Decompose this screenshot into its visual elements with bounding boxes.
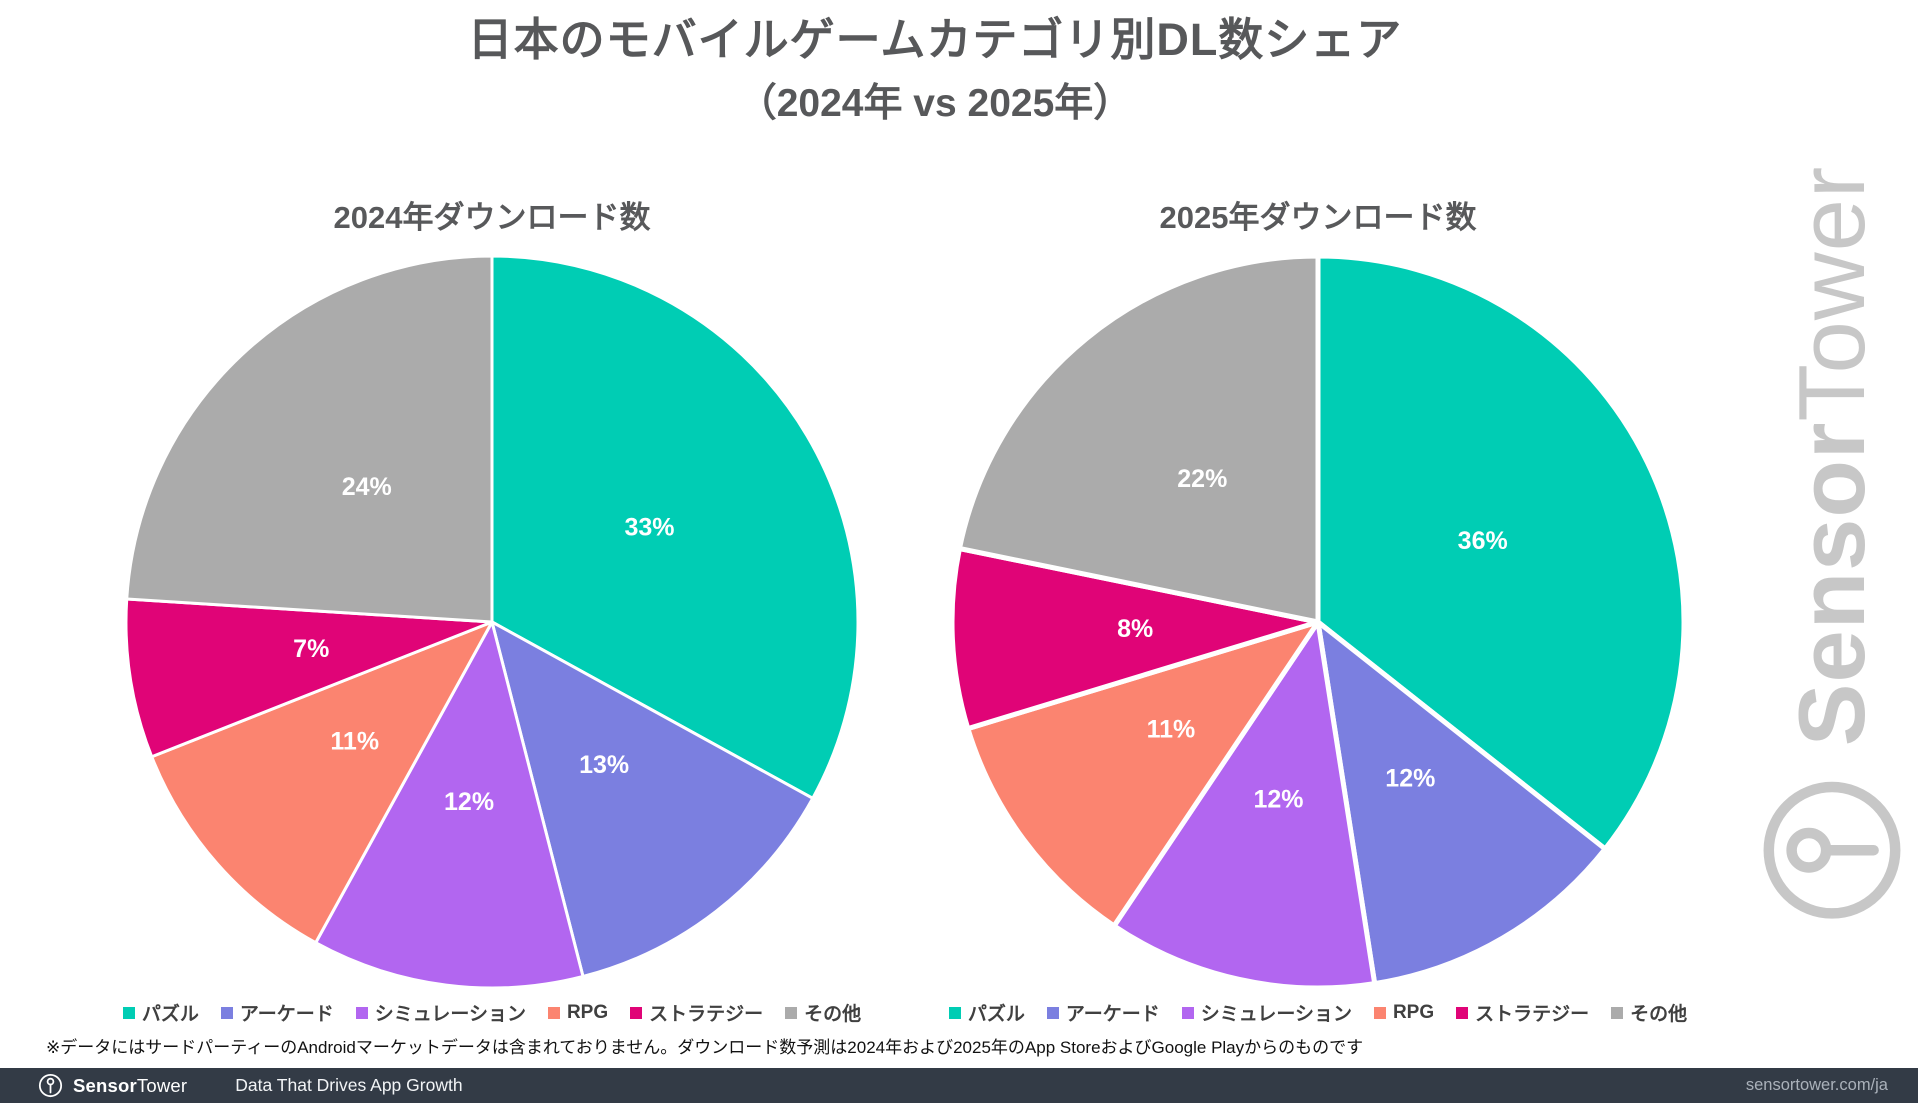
pie-slice-その他 [125, 254, 494, 624]
pie-slice-label: 13% [579, 751, 629, 779]
legend-item-シミュレーション: シミュレーション [1181, 999, 1352, 1026]
legend-label: その他 [1630, 1004, 1688, 1025]
footer-bar: SensorTower Data That Drives App Growth … [0, 1068, 1918, 1103]
page-title-line1: 日本のモバイルゲームカテゴリ別DL数シェア [467, 14, 1403, 65]
pie-slice-パズル [1315, 253, 1687, 852]
legend-item-パズル: パズル [122, 999, 199, 1026]
page-title-line2: （2024年 vs 2025年） [737, 82, 1133, 126]
pie-chart-2025: 2025年ダウンロード数 36% 12% 12% 11% 8% 22% パズル アーケード シ… [938, 192, 1698, 1026]
pie-slice-シミュレーション [1111, 619, 1378, 991]
legend-label: シミュレーション [1200, 1004, 1352, 1025]
pie-slice-label: 12% [1385, 765, 1435, 793]
legend-marker [220, 1006, 233, 1019]
pie-slice-アーケード [1315, 619, 1608, 987]
page-title: 日本のモバイルゲームカテゴリ別DL数シェア （2024年 vs 2025年） [0, 12, 1870, 128]
pie-slice-アーケード [490, 620, 815, 979]
legend-item-RPG: RPG [547, 1001, 609, 1024]
pie-slice-RPG [965, 619, 1321, 929]
legend-label: RPG [1392, 1001, 1435, 1023]
pie-slice-パズル [490, 254, 860, 800]
legend-marker [547, 1006, 560, 1019]
pie-slice-label: 12% [444, 788, 494, 816]
pie-slice-ストラテジー [124, 597, 494, 759]
legend-marker [122, 1006, 135, 1019]
legend-item-アーケード: アーケード [220, 999, 334, 1026]
pie-slice-シミュレーション [314, 620, 585, 990]
footer-url: sensortower.com/ja [1745, 1076, 1888, 1094]
legend-label: パズル [141, 1004, 199, 1025]
legend-item-ストラテジー: ストラテジー [630, 999, 763, 1026]
pie-slice-label: 8% [1117, 615, 1153, 643]
pie-2024: 33% 13% 12% 11% 7% 24% [121, 251, 863, 993]
pie-slice-label: 22% [1177, 465, 1227, 493]
data-source-footnote: ※データにはサードパーティーのAndroidマーケットデータは含まれておりません… [46, 1038, 1364, 1057]
pie-slice-label: 12% [1253, 785, 1303, 813]
footer-tagline: Data That Drives App Growth [235, 1075, 463, 1095]
pie-2025: 36% 12% 12% 11% 8% 22% [947, 251, 1689, 993]
footer-brand-text: SensorTower [73, 1074, 188, 1096]
legend-item-アーケード: アーケード [1046, 999, 1160, 1026]
legend-marker [785, 1006, 798, 1019]
legend-marker [1611, 1006, 1624, 1019]
sensor-tower-logo-icon [1763, 781, 1901, 919]
legend-label: シミュレーション [374, 1004, 526, 1025]
legend-label: ストラテジー [1475, 1004, 1590, 1025]
legend-label: ストラテジー [649, 1004, 764, 1025]
legend-label: アーケード [239, 1004, 334, 1025]
pie-slice-label: 36% [1458, 527, 1508, 555]
legend-marker [355, 1006, 368, 1019]
legend-marker [1456, 1006, 1469, 1019]
pie-slice-label: 11% [1147, 716, 1196, 744]
chart-title-2024: 2024年ダウンロード数 [333, 200, 651, 235]
legend-marker [630, 1006, 643, 1019]
legend-marker [1373, 1006, 1386, 1019]
pie-slice-ストラテジー [949, 546, 1321, 732]
legend-label: アーケード [1065, 1004, 1160, 1025]
legend-item-その他: その他 [1611, 999, 1687, 1026]
legend-marker [948, 1006, 961, 1019]
legend-marker [1046, 1006, 1059, 1019]
legend-label: パズル [967, 1004, 1025, 1025]
legend-item-RPG: RPG [1373, 1001, 1435, 1024]
pie-slice-label: 11% [330, 728, 379, 756]
pie-slice-RPG [150, 620, 494, 945]
legend-2024: パズル アーケード シミュレーション RPG ストラテジー その他 [112, 999, 872, 1026]
legend-item-パズル: パズル [948, 999, 1025, 1026]
pie-slice-label: 24% [342, 473, 392, 501]
legend-marker [1181, 1006, 1194, 1019]
legend-2025: パズル アーケード シミュレーション RPG ストラテジー その他 [938, 999, 1698, 1026]
pie-slice-その他 [956, 253, 1321, 625]
legend-label: その他 [804, 1004, 862, 1025]
chart-title-2025: 2025年ダウンロード数 [1159, 200, 1477, 235]
pie-slice-label: 33% [624, 513, 674, 541]
legend-item-シミュレーション: シミュレーション [355, 999, 526, 1026]
legend-label: RPG [566, 1001, 609, 1023]
footer-brand: SensorTower [38, 1073, 187, 1098]
pie-slice-label: 7% [293, 635, 329, 663]
pie-chart-2024: 2024年ダウンロード数 33% 13% 12% 11% 7% 24% パズル アーケード シ… [112, 192, 872, 1026]
legend-item-ストラテジー: ストラテジー [1456, 999, 1589, 1026]
legend-item-その他: その他 [785, 999, 861, 1026]
sensor-tower-logo-icon [38, 1073, 63, 1098]
watermark-text: SensorTower [1779, 165, 1884, 747]
